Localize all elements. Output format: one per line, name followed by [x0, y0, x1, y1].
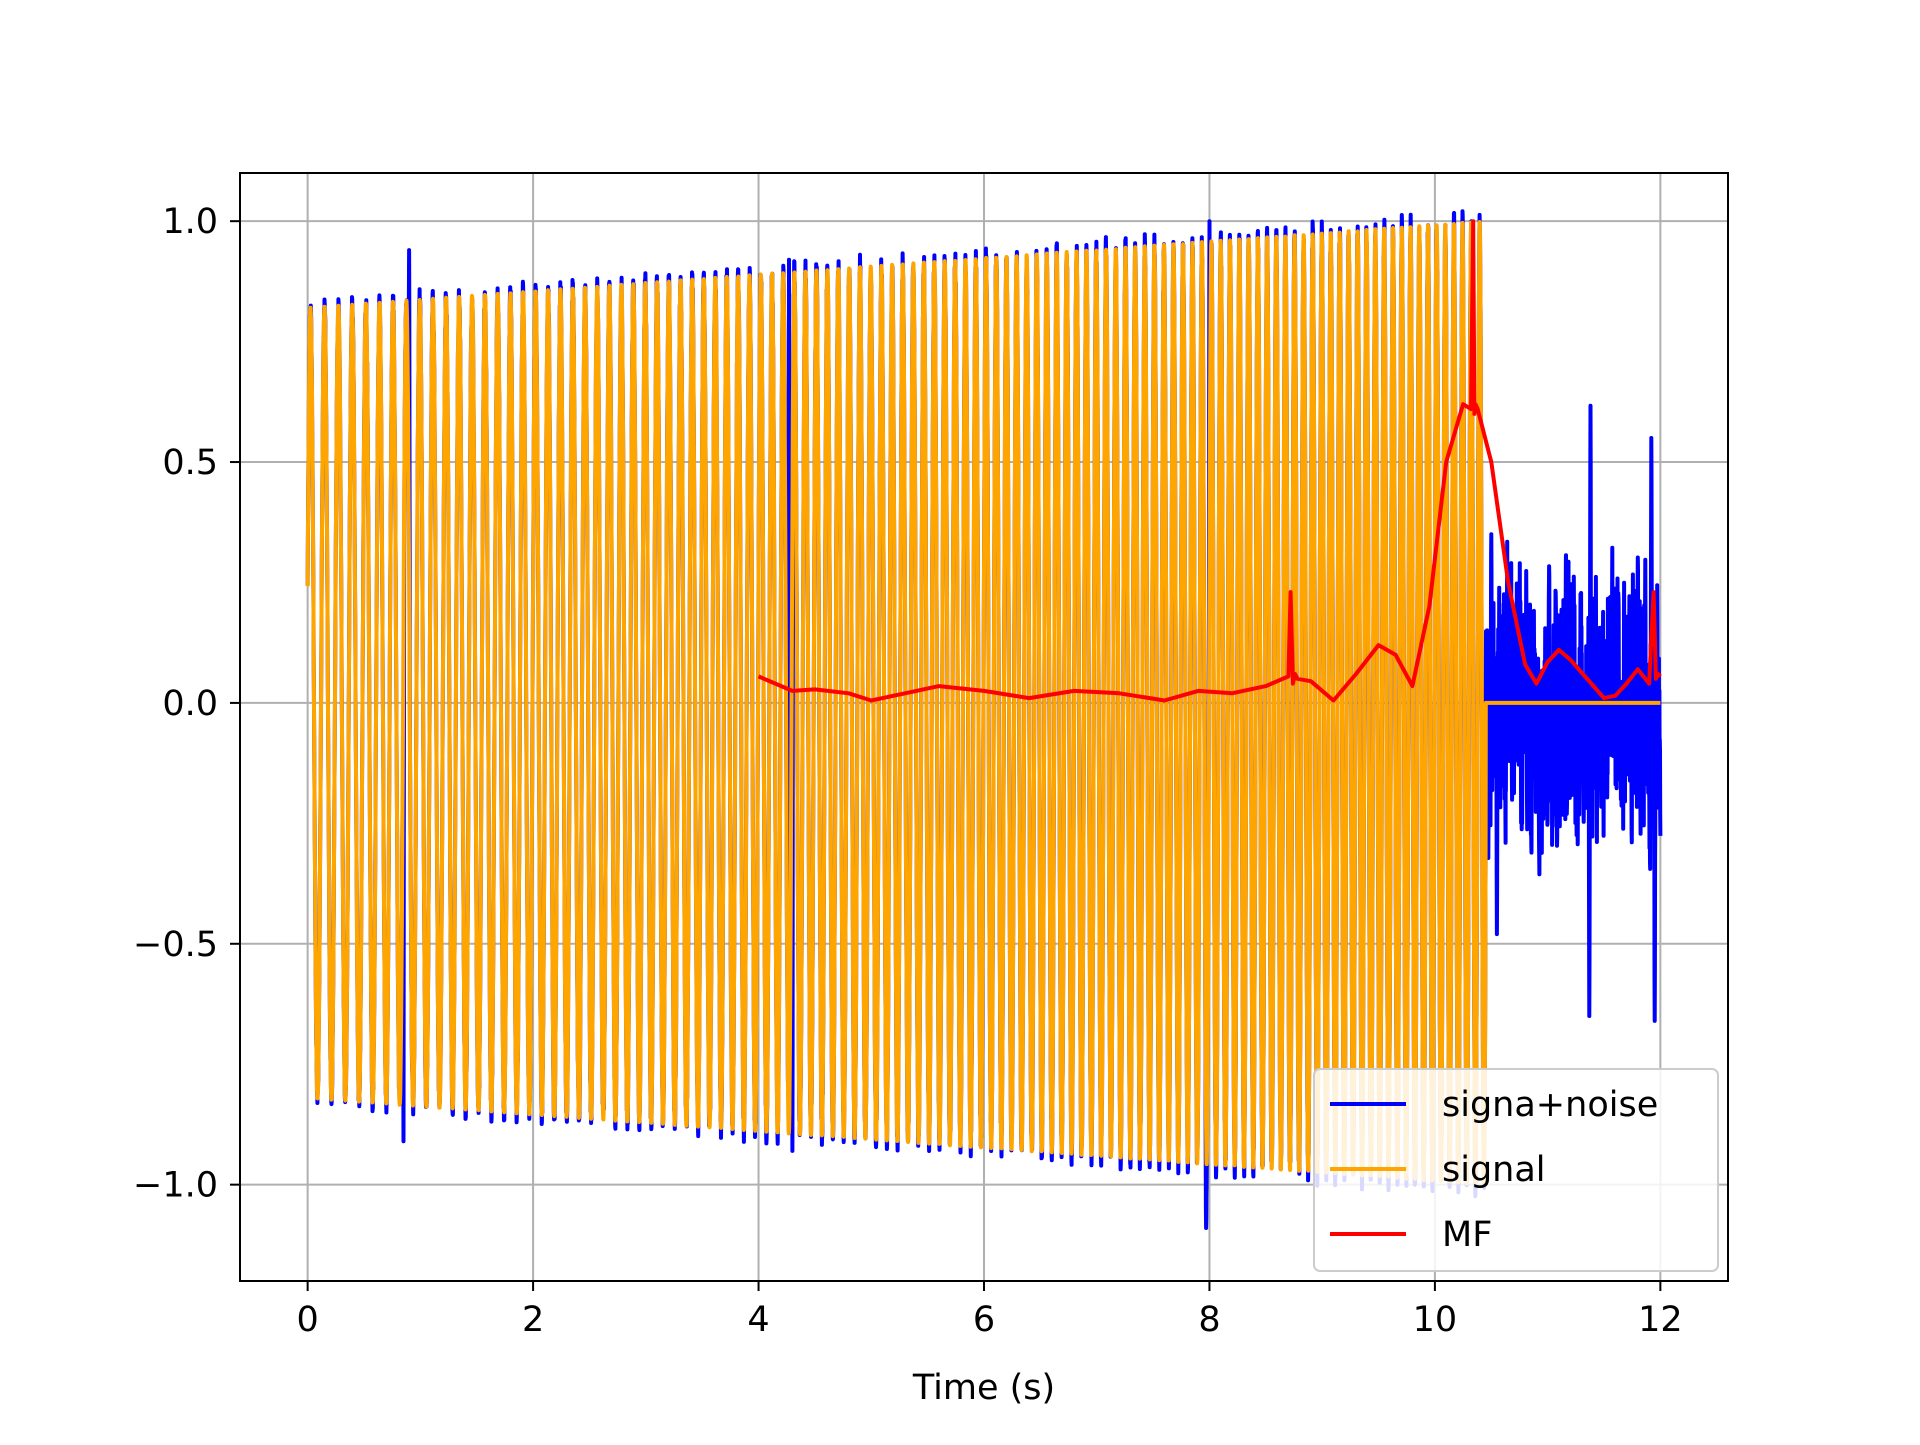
- legend: signa+noise signal MF: [1313, 1068, 1719, 1272]
- x-axis-label: Time (s): [912, 1368, 1055, 1408]
- legend-label: signal: [1442, 1150, 1546, 1190]
- x-tick-label: 6: [973, 1300, 995, 1340]
- y-tick-label: 0.0: [162, 684, 218, 724]
- series-line-mf: [757, 219, 1662, 703]
- x-tick-label: 2: [522, 1300, 544, 1340]
- legend-box: [1313, 1068, 1719, 1272]
- y-tick-label: 0.5: [162, 443, 218, 483]
- x-tick-label: 4: [747, 1300, 769, 1340]
- x-tick-label: 8: [1198, 1300, 1220, 1340]
- x-tick-label: 10: [1413, 1300, 1458, 1340]
- axis-ticks: 0 2 4 6 8 10 12 1.0 0.5 0.0 −0.5 −1.0: [133, 202, 1683, 1340]
- y-tick-label: −1.0: [133, 1166, 218, 1206]
- x-tick-label: 12: [1638, 1300, 1683, 1340]
- y-tick-label: 1.0: [162, 202, 218, 242]
- legend-label: MF: [1442, 1215, 1492, 1255]
- series-layer: [305, 209, 1663, 1230]
- legend-label: signa+noise: [1442, 1085, 1658, 1125]
- y-tick-label: −0.5: [133, 925, 218, 965]
- x-tick-label: 0: [296, 1300, 318, 1340]
